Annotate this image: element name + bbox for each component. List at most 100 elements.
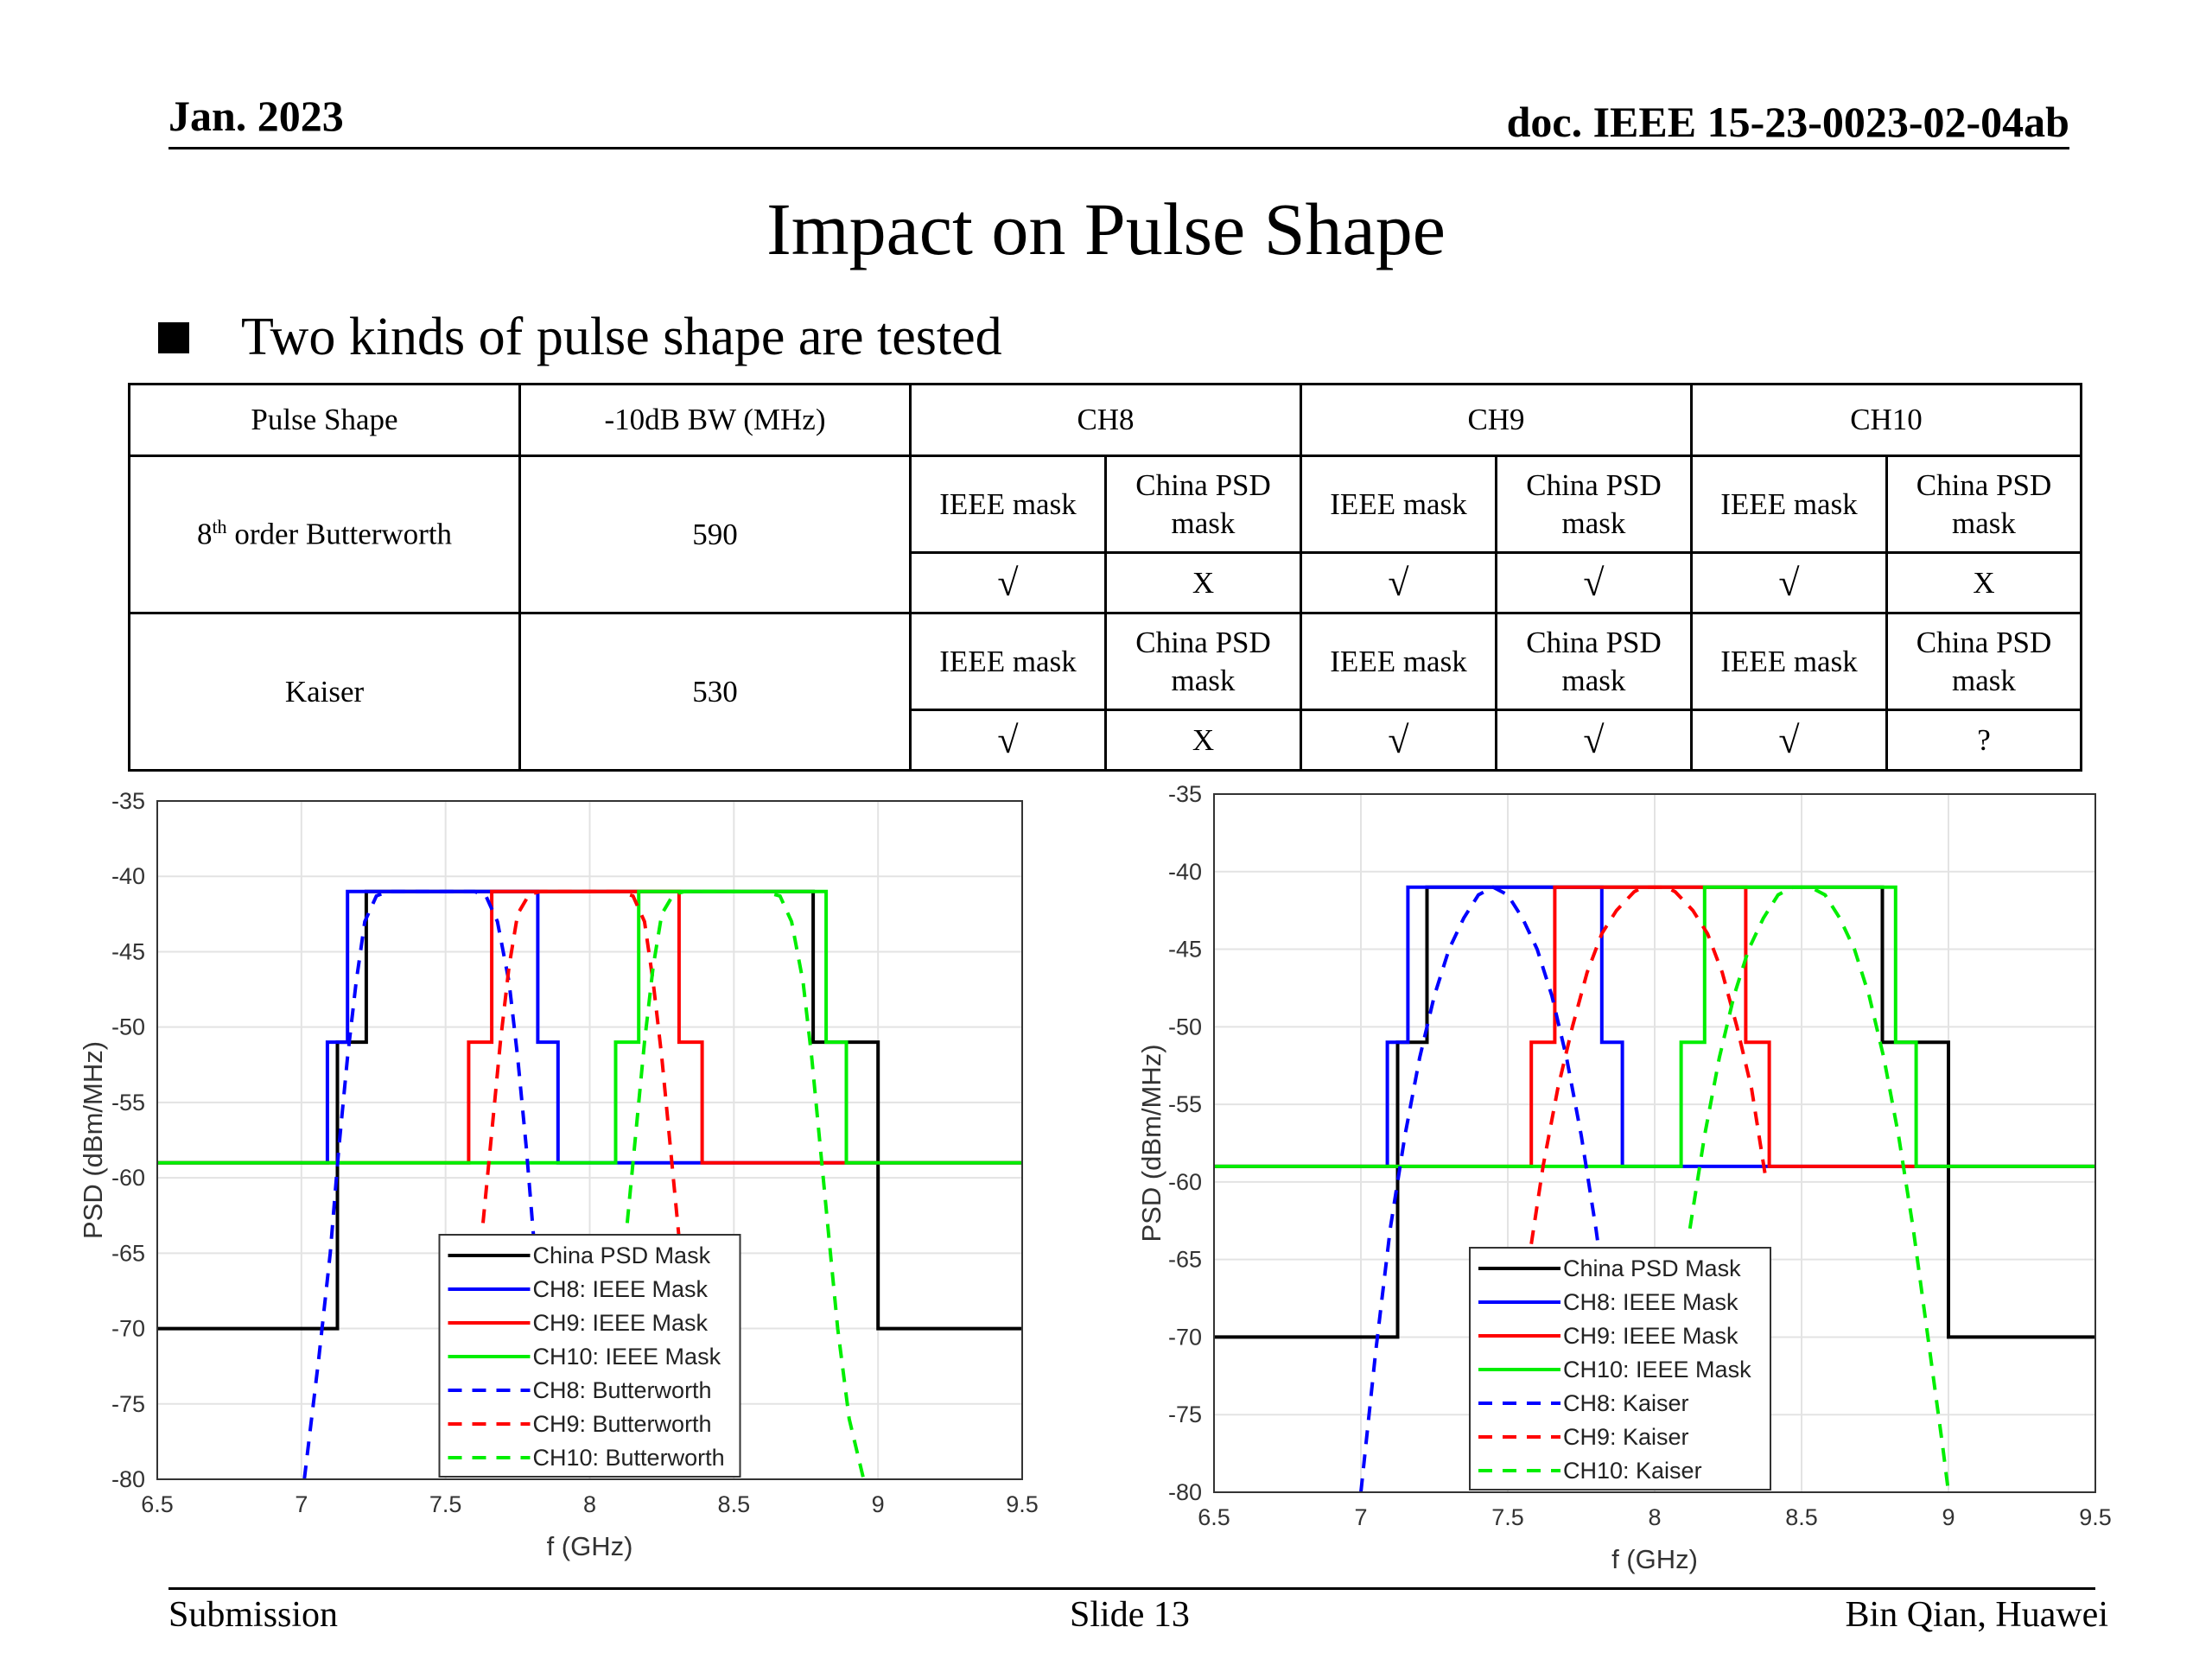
result-ch9-ieee: √ xyxy=(1300,551,1497,614)
bullet-square-icon xyxy=(158,321,189,353)
result-ch9-china: √ xyxy=(1495,551,1693,614)
psd-plot-kaiser: 6.5 7 7.5 8 8.5 9 9.5 -35 -40 -45 -50 -55 -60 -65 -70 -… xyxy=(1136,781,2112,1574)
cell-bandwidth: 530 xyxy=(518,612,912,772)
y-tick-label: -60 xyxy=(111,1165,145,1191)
cell-china-mask: China PSD mask xyxy=(1495,612,1693,711)
series-line-6 xyxy=(1688,885,1950,1493)
y-tick-label: -65 xyxy=(1168,1247,1202,1273)
legend-label: China PSD Mask xyxy=(1563,1255,1741,1281)
table-row: 8th order Butterworth 590 IEEE mask Chin… xyxy=(128,454,2082,614)
legend-label: China PSD Mask xyxy=(533,1243,711,1268)
y-tick-label: -70 xyxy=(1168,1324,1202,1350)
x-tick-label: 6.5 xyxy=(1198,1504,1230,1530)
y-tick-label: -35 xyxy=(1168,781,1202,807)
legend-label: CH9: IEEE Mask xyxy=(533,1310,709,1336)
cell-ieee-mask: IEEE mask xyxy=(1300,612,1497,711)
table-row: √ X √ √ √ ? xyxy=(130,709,2082,772)
cell-china-mask: China PSD mask xyxy=(1885,612,2082,711)
series-line-4 xyxy=(1359,885,1622,1493)
cell-china-mask: China PSD mask xyxy=(1885,454,2082,554)
cell-ieee-mask: IEEE mask xyxy=(1690,612,1888,711)
y-tick-label: -55 xyxy=(1168,1091,1202,1117)
cell-bandwidth: 590 xyxy=(518,454,912,614)
cell-pulse-shape: 8th order Butterworth xyxy=(128,454,521,614)
legend-label: CH8: Butterworth xyxy=(533,1377,712,1403)
y-tick-label: -60 xyxy=(1168,1169,1202,1195)
legend-label: CH10: Butterworth xyxy=(533,1445,725,1471)
bullet-text: Two kinds of pulse shape are tested xyxy=(241,308,1002,366)
footer-submission: Submission xyxy=(168,1595,339,1635)
footer-slide-number: Slide 13 xyxy=(1070,1595,1190,1635)
y-tick-label: -35 xyxy=(111,788,145,814)
y-tick-label: -75 xyxy=(1168,1402,1202,1427)
axes-frame xyxy=(1213,793,2096,1493)
x-tick-label: 6.5 xyxy=(141,1491,174,1517)
table-row: √ X √ √ √ X xyxy=(130,551,2082,614)
y-axis-label: PSD (dBm/MHz) xyxy=(78,1041,108,1239)
legend-label: CH10: IEEE Mask xyxy=(533,1344,721,1370)
result-ch9-ieee: √ xyxy=(1300,709,1497,772)
y-tick-label: -50 xyxy=(1168,1014,1202,1039)
cell-ieee-mask: IEEE mask xyxy=(909,454,1107,554)
x-tick-label: 7.5 xyxy=(1491,1504,1524,1530)
cell-ieee-mask: IEEE mask xyxy=(1300,454,1497,554)
legend-label: CH10: IEEE Mask xyxy=(1563,1357,1751,1382)
series-line-6 xyxy=(625,889,866,1480)
footer-rule xyxy=(168,1587,2095,1590)
y-tick-label: -70 xyxy=(111,1316,145,1342)
result-ch9-china: √ xyxy=(1495,709,1693,772)
x-tick-label: 7 xyxy=(1354,1504,1367,1530)
header-rule xyxy=(168,147,2069,149)
legend: China PSD Mask CH8: IEEE Mask CH9: IEEE Ma… xyxy=(1469,1247,1771,1491)
x-tick-label: 9 xyxy=(872,1491,885,1517)
header-ch10: CH10 xyxy=(1690,383,2082,457)
result-ch8-ieee: √ xyxy=(909,551,1107,614)
cell-ieee-mask: IEEE mask xyxy=(1690,454,1888,554)
legend-label: CH8: IEEE Mask xyxy=(533,1276,709,1302)
slide-title: Impact on Pulse Shape xyxy=(766,188,1446,270)
axes-frame xyxy=(156,800,1023,1480)
x-axis-label: f (GHz) xyxy=(1611,1544,1698,1574)
psd-plot-butterworth: 6.5 7 7.5 8 8.5 9 9.5 -35 -40 -45 -50 -55 -60 -65 -70 -… xyxy=(78,788,1039,1561)
footer-author: Bin Qian, Huawei xyxy=(1845,1595,2108,1635)
bullet-item: Two kinds of pulse shape are tested xyxy=(158,307,1002,368)
y-tick-label: -50 xyxy=(111,1014,145,1040)
cell-china-mask: China PSD mask xyxy=(1104,612,1302,711)
result-ch10-china: X xyxy=(1885,551,2082,614)
cell-pulse-shape: Kaiser xyxy=(128,612,521,772)
header-date: Jan. 2023 xyxy=(168,92,344,140)
y-tick-label: -40 xyxy=(1168,859,1202,885)
result-ch10-ieee: √ xyxy=(1690,551,1888,614)
result-ch8-china: X xyxy=(1104,709,1302,772)
x-tick-label: 8 xyxy=(583,1491,596,1517)
result-ch10-china: ? xyxy=(1885,709,2082,772)
x-tick-label: 8.5 xyxy=(1785,1504,1818,1530)
y-tick-label: -45 xyxy=(1168,937,1202,963)
x-tick-label: 9.5 xyxy=(1006,1491,1039,1517)
series-line-4 xyxy=(302,889,546,1480)
result-ch8-china: X xyxy=(1104,551,1302,614)
y-tick-label: -55 xyxy=(111,1090,145,1116)
y-tick-label: -45 xyxy=(111,938,145,964)
legend-label: CH8: Kaiser xyxy=(1563,1390,1689,1416)
x-tick-label: 7.5 xyxy=(429,1491,462,1517)
legend-label: CH9: Kaiser xyxy=(1563,1424,1689,1450)
header-doc-id: doc. IEEE 15-23-0023-02-04ab xyxy=(1506,98,2069,146)
result-ch8-ieee: √ xyxy=(909,709,1107,772)
x-tick-label: 8.5 xyxy=(718,1491,751,1517)
x-axis-label: f (GHz) xyxy=(547,1531,633,1561)
header-ch8: CH8 xyxy=(909,383,1302,457)
series-line-5 xyxy=(481,889,690,1329)
legend-label: CH10: Kaiser xyxy=(1563,1458,1702,1484)
header-pulse-shape: Pulse Shape xyxy=(128,383,521,457)
series-line-1 xyxy=(1214,885,2095,1168)
header-ch9: CH9 xyxy=(1300,383,1693,457)
result-ch10-ieee: √ xyxy=(1690,709,1888,772)
series-line-5 xyxy=(1529,885,1769,1244)
x-tick-label: 9.5 xyxy=(2079,1504,2112,1530)
y-tick-label: -65 xyxy=(111,1240,145,1266)
table-header-row: Pulse Shape -10dB BW (MHz) CH8 CH9 CH10 xyxy=(128,383,2082,457)
y-tick-label: -40 xyxy=(111,863,145,889)
header-bandwidth: -10dB BW (MHz) xyxy=(518,383,912,457)
table-row: Kaiser 530 IEEE mask China PSD mask IEEE … xyxy=(128,612,2082,772)
